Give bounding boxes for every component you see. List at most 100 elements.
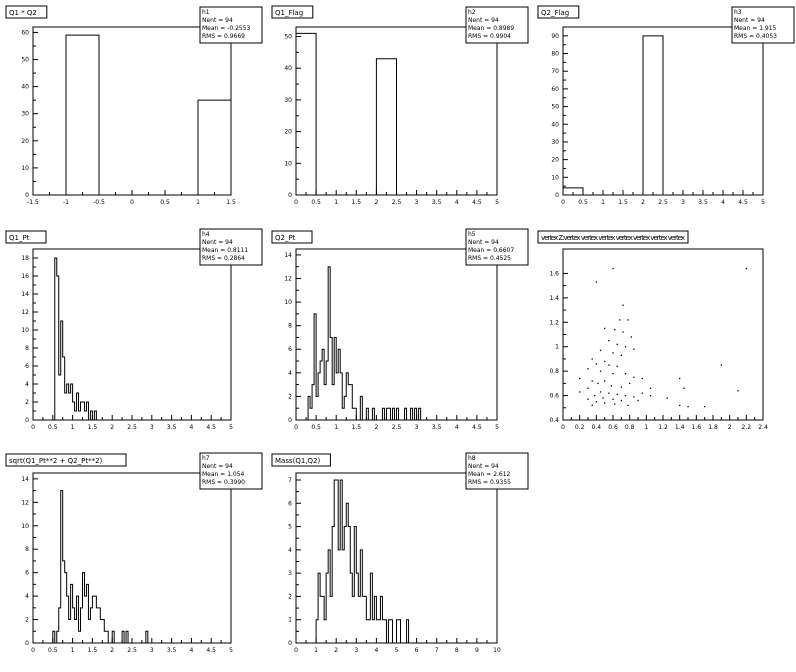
- x-tick-label: 2.5: [392, 199, 402, 206]
- x-tick-label: 3: [150, 424, 154, 431]
- panel-s6: vertex Z:vertex vertex vertex vertex ver…: [537, 230, 768, 431]
- y-tick-label: 2: [25, 617, 29, 624]
- scatter-point: [649, 394, 652, 397]
- x-tick-label: 2: [110, 424, 114, 431]
- stats-entries: Nent = 94: [468, 463, 499, 470]
- y-tick-label: 8: [25, 345, 29, 352]
- x-tick-label: -1.5: [27, 199, 39, 206]
- stats-name: h3: [734, 9, 742, 16]
- x-tick-label: 0.5: [311, 199, 321, 206]
- x-tick-label: 4: [189, 424, 193, 431]
- x-tick-label: 4: [374, 647, 378, 654]
- y-tick-label: 60: [21, 29, 29, 36]
- x-tick-label: 0.5: [578, 199, 588, 206]
- y-tick-label: 4: [288, 370, 292, 377]
- x-tick-label: 1: [71, 424, 75, 431]
- stats-box: [465, 452, 529, 490]
- y-tick-label: 30: [551, 139, 559, 146]
- y-tick-label: 14: [21, 476, 29, 483]
- y-tick-label: 0: [25, 640, 29, 647]
- scatter-point: [612, 398, 614, 400]
- plot-frame: [295, 248, 498, 421]
- y-tick-label: 2: [288, 393, 292, 400]
- y-tick-label: 1.4: [549, 295, 559, 302]
- stats-entries: Nent = 94: [202, 239, 233, 246]
- histogram-title: Mass(Q1,Q2): [275, 457, 321, 465]
- x-tick-label: 3: [354, 647, 358, 654]
- y-tick-label: 10: [551, 174, 559, 181]
- scatter-point: [687, 405, 689, 408]
- scatter-point: [737, 390, 739, 392]
- title-box: [5, 230, 47, 244]
- y-tick-label: 0.8: [549, 368, 559, 375]
- x-tick-label: 2.5: [392, 424, 402, 431]
- y-tick-label: 6: [288, 500, 292, 507]
- x-tick-label: 2: [110, 647, 114, 654]
- scatter-point: [610, 385, 613, 387]
- scatter-point: [683, 387, 685, 389]
- y-tick-label: 70: [551, 68, 559, 75]
- x-tick-label: 1.6: [692, 424, 702, 431]
- stats-box: [199, 6, 263, 44]
- y-tick-label: 0: [25, 417, 29, 424]
- x-tick-label: 4.5: [206, 424, 216, 431]
- x-tick-label: 1: [334, 424, 338, 431]
- stats-box: [199, 228, 263, 266]
- x-tick-label: 0: [31, 424, 35, 431]
- histogram-bar: [562, 187, 584, 195]
- x-tick-label: -1: [63, 199, 69, 206]
- x-tick-label: 5: [761, 199, 765, 206]
- stats-rms: RMS = 0.9355: [468, 479, 511, 486]
- x-tick-label: 3: [415, 424, 419, 431]
- title-box: [271, 453, 331, 467]
- scatter-point: [579, 377, 581, 380]
- scatter-point: [612, 267, 614, 270]
- x-tick-label: 2.5: [127, 647, 137, 654]
- scatter-point: [587, 368, 589, 370]
- y-tick-label: 0: [288, 640, 292, 647]
- x-tick-label: 0: [294, 424, 298, 431]
- scatter-point: [633, 376, 635, 378]
- stats-mean: Mean = -0.2553: [202, 25, 251, 32]
- y-tick-label: 40: [284, 65, 292, 72]
- x-tick-label: -0.5: [93, 199, 105, 206]
- y-tick-label: 16: [21, 273, 29, 280]
- x-tick-label: 1.8: [708, 424, 718, 431]
- scatter-point: [616, 343, 618, 345]
- stats-mean: Mean = 0.8111: [202, 247, 248, 254]
- stats-entries: Nent = 94: [468, 17, 499, 24]
- y-tick-label: 4: [25, 381, 29, 388]
- y-tick-label: 40: [21, 84, 29, 91]
- scatter-point: [616, 393, 618, 396]
- y-tick-label: 60: [551, 86, 559, 93]
- scatter-point: [627, 319, 629, 321]
- histogram-bar: [642, 35, 664, 195]
- scatter-point: [704, 405, 706, 408]
- stats-box: [731, 6, 795, 44]
- x-tick-label: 2.5: [127, 424, 137, 431]
- x-tick-label: 4.5: [472, 424, 482, 431]
- histogram-title: vertex Z:vertex vertex vertex vertex ver…: [541, 234, 685, 242]
- scatter-point: [604, 360, 606, 363]
- y-tick-label: 80: [551, 51, 559, 58]
- scatter-point: [666, 397, 668, 399]
- x-tick-label: 5: [229, 424, 233, 431]
- scatter-point: [594, 394, 596, 397]
- x-tick-label: 0.8: [625, 424, 635, 431]
- y-tick-label: 0: [288, 417, 292, 424]
- stats-box: [465, 228, 529, 266]
- x-tick-label: 0: [561, 424, 565, 431]
- stats-mean: Mean = 0.8989: [468, 25, 514, 32]
- stats-rms: RMS = 0.9669: [202, 33, 245, 40]
- y-tick-label: 20: [21, 138, 29, 145]
- x-tick-label: 6: [415, 647, 419, 654]
- scatter-point: [620, 354, 623, 356]
- x-tick-label: 1.5: [352, 199, 362, 206]
- scatter-point: [587, 387, 589, 389]
- scatter-point: [608, 364, 610, 366]
- stats-name: h5: [468, 231, 476, 238]
- y-tick-label: 50: [284, 34, 292, 41]
